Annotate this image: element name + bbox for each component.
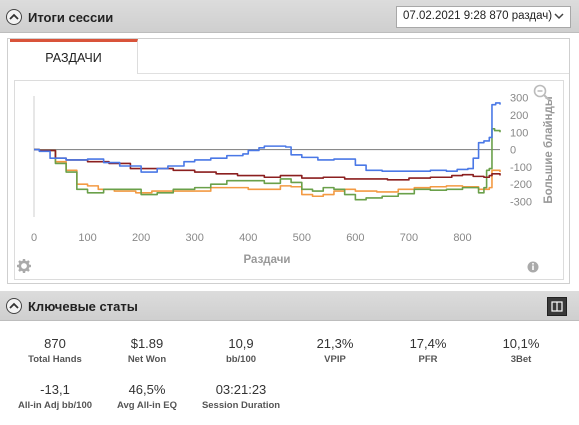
- collapse-session-icon[interactable]: [6, 9, 22, 25]
- stat-value: 21,3%: [316, 336, 354, 351]
- stat-allin-adj: -13,1 All-in Adj bb/100: [7, 382, 103, 411]
- session-summary-header: Итоги сессии 07.02.2021 9:28 870 раздач): [0, 0, 579, 33]
- stat-label: Avg All-in EQ: [117, 400, 177, 411]
- stat-value: $1.89: [130, 336, 164, 351]
- x-tick-label: 400: [239, 232, 257, 244]
- x-tick-label: 300: [186, 232, 204, 244]
- winnings-chart: 0 100 200 300 400 500 600 700 800 300 200 100 0 -100 -…: [17, 84, 555, 273]
- stat-bb-per-100: 10,9 bb/100: [193, 336, 289, 365]
- stat-avg-allin-eq: 46,5% Avg All-in EQ: [99, 382, 195, 411]
- collapse-key-stats-icon[interactable]: [6, 298, 22, 314]
- series-line: [34, 102, 501, 173]
- stat-value: -13,1: [40, 382, 70, 397]
- zoom-out-icon[interactable]: [533, 84, 550, 101]
- x-tick-label: 0: [31, 232, 37, 244]
- y-tick-label: -200: [510, 179, 532, 191]
- x-tick-label: 700: [400, 232, 418, 244]
- x-axis-title: Раздачи: [244, 254, 291, 266]
- series-line: [34, 148, 501, 198]
- y-tick-label: 200: [510, 110, 528, 122]
- tab-strip-divider: [138, 73, 569, 74]
- x-tick-label: 800: [453, 232, 471, 244]
- series-line: [34, 148, 501, 181]
- stat-label: Session Duration: [201, 400, 281, 411]
- x-tick-label: 100: [78, 232, 96, 244]
- tab-hands[interactable]: РАЗДАЧИ: [10, 39, 138, 74]
- y-axis-title: Большие блайнды: [543, 96, 555, 203]
- y-tick-label: 0: [510, 145, 516, 157]
- stat-label: PFR: [418, 354, 438, 365]
- y-tick-label: 300: [510, 93, 528, 105]
- stat-value: 46,5%: [128, 382, 166, 397]
- stat-label: All-in Adj bb/100: [17, 400, 93, 411]
- series-line: [34, 128, 501, 201]
- x-tick-label: 500: [293, 232, 311, 244]
- key-stats-header: Ключевые статы: [0, 291, 579, 321]
- y-tick-label: -100: [510, 162, 532, 174]
- stat-vpip: 21,3% VPIP: [287, 336, 383, 365]
- layout-toggle-button[interactable]: [547, 297, 567, 316]
- session-select-value: 07.02.2021 9:28 870 раздач): [403, 10, 553, 22]
- info-icon[interactable]: [527, 261, 539, 273]
- y-tick-label: 100: [510, 127, 528, 139]
- stat-value: 10,1%: [502, 336, 540, 351]
- stat-label: VPIP: [324, 354, 346, 365]
- x-tick-label: 600: [346, 232, 364, 244]
- stat-label: Total Hands: [28, 354, 82, 365]
- stat-session-duration: 03:21:23 Session Duration: [193, 382, 289, 411]
- stat-value: 03:21:23: [215, 382, 267, 397]
- stat-pfr: 17,4% PFR: [380, 336, 476, 365]
- session-select[interactable]: 07.02.2021 9:28 870 раздач): [396, 6, 571, 28]
- stat-label: 3Bet: [510, 354, 532, 365]
- stat-net-won: $1.89 Net Won: [99, 336, 195, 365]
- stat-value: 870: [44, 336, 66, 351]
- stat-label: Net Won: [127, 354, 167, 365]
- x-tick-label: 200: [132, 232, 150, 244]
- stat-total-hands: 870 Total Hands: [7, 336, 103, 365]
- stat-3bet: 10,1% 3Bet: [473, 336, 569, 365]
- key-stats-grid: 870 Total Hands $1.89 Net Won 10,9 bb/10…: [0, 322, 579, 425]
- chevron-down-icon: [554, 13, 564, 20]
- key-stats-title: Ключевые статы: [28, 299, 138, 314]
- gear-icon[interactable]: [17, 259, 31, 273]
- stat-value: 17,4%: [409, 336, 447, 351]
- session-summary-title: Итоги сессии: [28, 10, 114, 25]
- chart-box: [14, 80, 564, 280]
- stat-value: 10,9: [228, 336, 254, 351]
- stat-label: bb/100: [225, 354, 257, 365]
- columns-icon: [551, 301, 563, 312]
- tab-hands-label: РАЗДАЧИ: [45, 51, 102, 65]
- y-tick-label: -300: [510, 196, 532, 208]
